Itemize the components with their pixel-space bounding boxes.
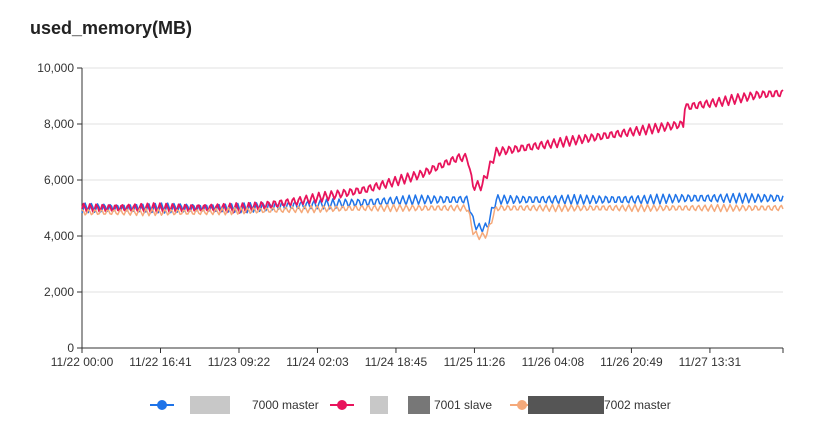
y-axis: 0 2,000 4,000 6,000 8,000 10,000 xyxy=(37,61,83,355)
x-axis: 11/22 00:00 11/22 16:41 11/23 09:22 11/24 0… xyxy=(51,348,784,369)
y-tick-label: 10,000 xyxy=(37,61,74,75)
y-tick-label: 6,000 xyxy=(44,173,74,187)
y-tick-label: 8,000 xyxy=(44,117,74,131)
x-tick-label: 11/22 16:41 xyxy=(129,355,192,369)
series-line-2 xyxy=(81,89,784,214)
x-tick-label: 11/24 18:45 xyxy=(365,355,428,369)
series-line-3 xyxy=(81,203,784,241)
x-tick-label: 11/23 09:22 xyxy=(208,355,271,369)
x-tick-label: 11/26 20:49 xyxy=(600,355,663,369)
grid-lines xyxy=(82,67,783,349)
x-tick-label: 11/26 04:08 xyxy=(522,355,585,369)
redaction-block xyxy=(528,396,604,414)
legend: 7000 master 7001 slave 7002 master xyxy=(150,396,671,414)
chart-title: used_memory(MB) xyxy=(30,18,193,38)
y-tick-label: 2,000 xyxy=(44,285,74,299)
x-tick-label: 11/25 11:26 xyxy=(444,355,506,369)
legend-marker-1 xyxy=(157,400,167,410)
legend-label-2: 7001 slave xyxy=(434,398,492,412)
redaction-block xyxy=(190,396,230,414)
y-tick-label: 4,000 xyxy=(44,229,74,243)
legend-marker-2 xyxy=(337,400,347,410)
series-line-1 xyxy=(81,192,784,233)
legend-marker-3 xyxy=(517,400,527,410)
x-tick-label: 11/27 13:31 xyxy=(679,355,742,369)
legend-label-3: 7002 master xyxy=(604,398,671,412)
series-lines xyxy=(81,89,784,241)
x-tick-label: 11/22 00:00 xyxy=(51,355,114,369)
x-tick-label: 11/24 02:03 xyxy=(286,355,349,369)
redaction-block xyxy=(408,396,430,414)
legend-label-1: 7000 master xyxy=(252,398,319,412)
redaction-block xyxy=(370,396,388,414)
y-tick-label: 0 xyxy=(67,341,74,355)
